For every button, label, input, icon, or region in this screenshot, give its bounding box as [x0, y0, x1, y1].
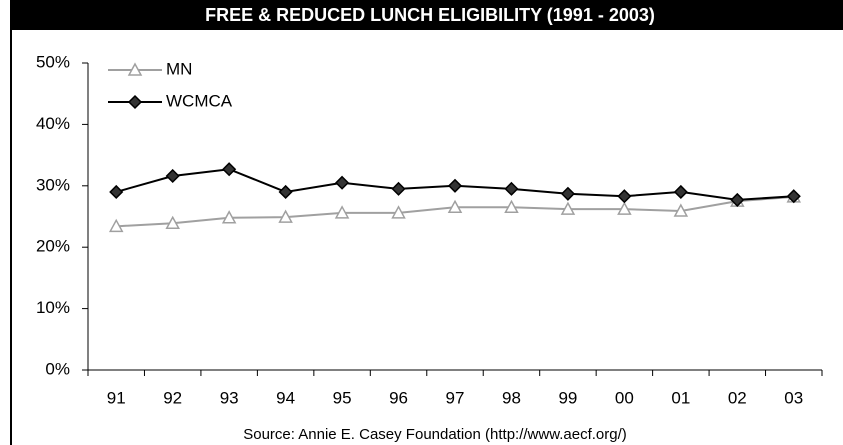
point	[786, 189, 801, 204]
point	[334, 205, 350, 219]
x-tick-label: 98	[502, 388, 521, 407]
x-tick-label: 97	[446, 388, 465, 407]
point	[560, 201, 576, 215]
point	[108, 218, 124, 233]
point	[447, 178, 463, 193]
source-note: Source: Annie E. Casey Foundation (http:…	[243, 426, 627, 443]
legend-label: MN	[166, 59, 192, 78]
point	[165, 168, 180, 184]
point	[278, 184, 293, 200]
point	[730, 192, 745, 207]
y-tick-label: 20%	[36, 237, 70, 256]
y-tick-label: 10%	[36, 298, 70, 317]
x-tick-label: 96	[389, 388, 408, 407]
point	[447, 199, 463, 214]
point	[673, 203, 689, 217]
x-tick-label: 93	[220, 388, 239, 407]
point	[617, 189, 632, 204]
point	[617, 201, 632, 215]
point	[222, 162, 237, 177]
title-bar	[10, 0, 843, 30]
point	[391, 181, 406, 196]
legend-label: WCMCA	[166, 91, 233, 110]
x-tick-label: 01	[671, 388, 690, 407]
point	[165, 215, 180, 230]
x-tick-label: 02	[728, 388, 747, 407]
point	[504, 199, 519, 214]
y-tick-label: 0%	[45, 359, 70, 378]
x-tick-label: 92	[163, 388, 182, 407]
x-tick-label: 95	[333, 388, 352, 407]
x-tick-label: 03	[784, 388, 803, 407]
chart-title: FREE & REDUCED LUNCH ELIGIBILITY (1991 -…	[205, 5, 655, 25]
point	[221, 210, 237, 224]
point	[560, 186, 575, 201]
x-tick-label: 99	[558, 388, 577, 407]
point	[673, 184, 688, 200]
point	[109, 184, 124, 200]
frame-left	[10, 0, 12, 445]
y-tick-label: 30%	[36, 175, 70, 194]
x-tick-label: 91	[107, 388, 126, 407]
x-tick-label: 94	[276, 388, 295, 407]
point	[504, 181, 519, 196]
point	[335, 175, 350, 190]
point	[391, 205, 406, 219]
point	[127, 94, 143, 110]
y-tick-label: 50%	[36, 52, 70, 71]
point	[127, 62, 143, 76]
y-tick-label: 40%	[36, 114, 70, 133]
x-tick-label: 00	[615, 388, 634, 407]
point	[278, 209, 293, 223]
